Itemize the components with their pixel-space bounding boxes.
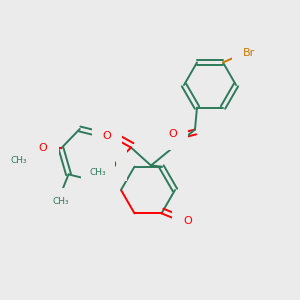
Text: O: O [169, 128, 177, 139]
Text: O: O [108, 160, 116, 170]
Text: O: O [183, 216, 192, 226]
Text: O: O [39, 143, 47, 153]
Text: CH₃: CH₃ [90, 168, 106, 177]
Text: CH₃: CH₃ [11, 156, 27, 165]
Text: Br: Br [243, 49, 255, 58]
Text: O: O [103, 130, 111, 140]
Text: CH₃: CH₃ [52, 197, 69, 206]
